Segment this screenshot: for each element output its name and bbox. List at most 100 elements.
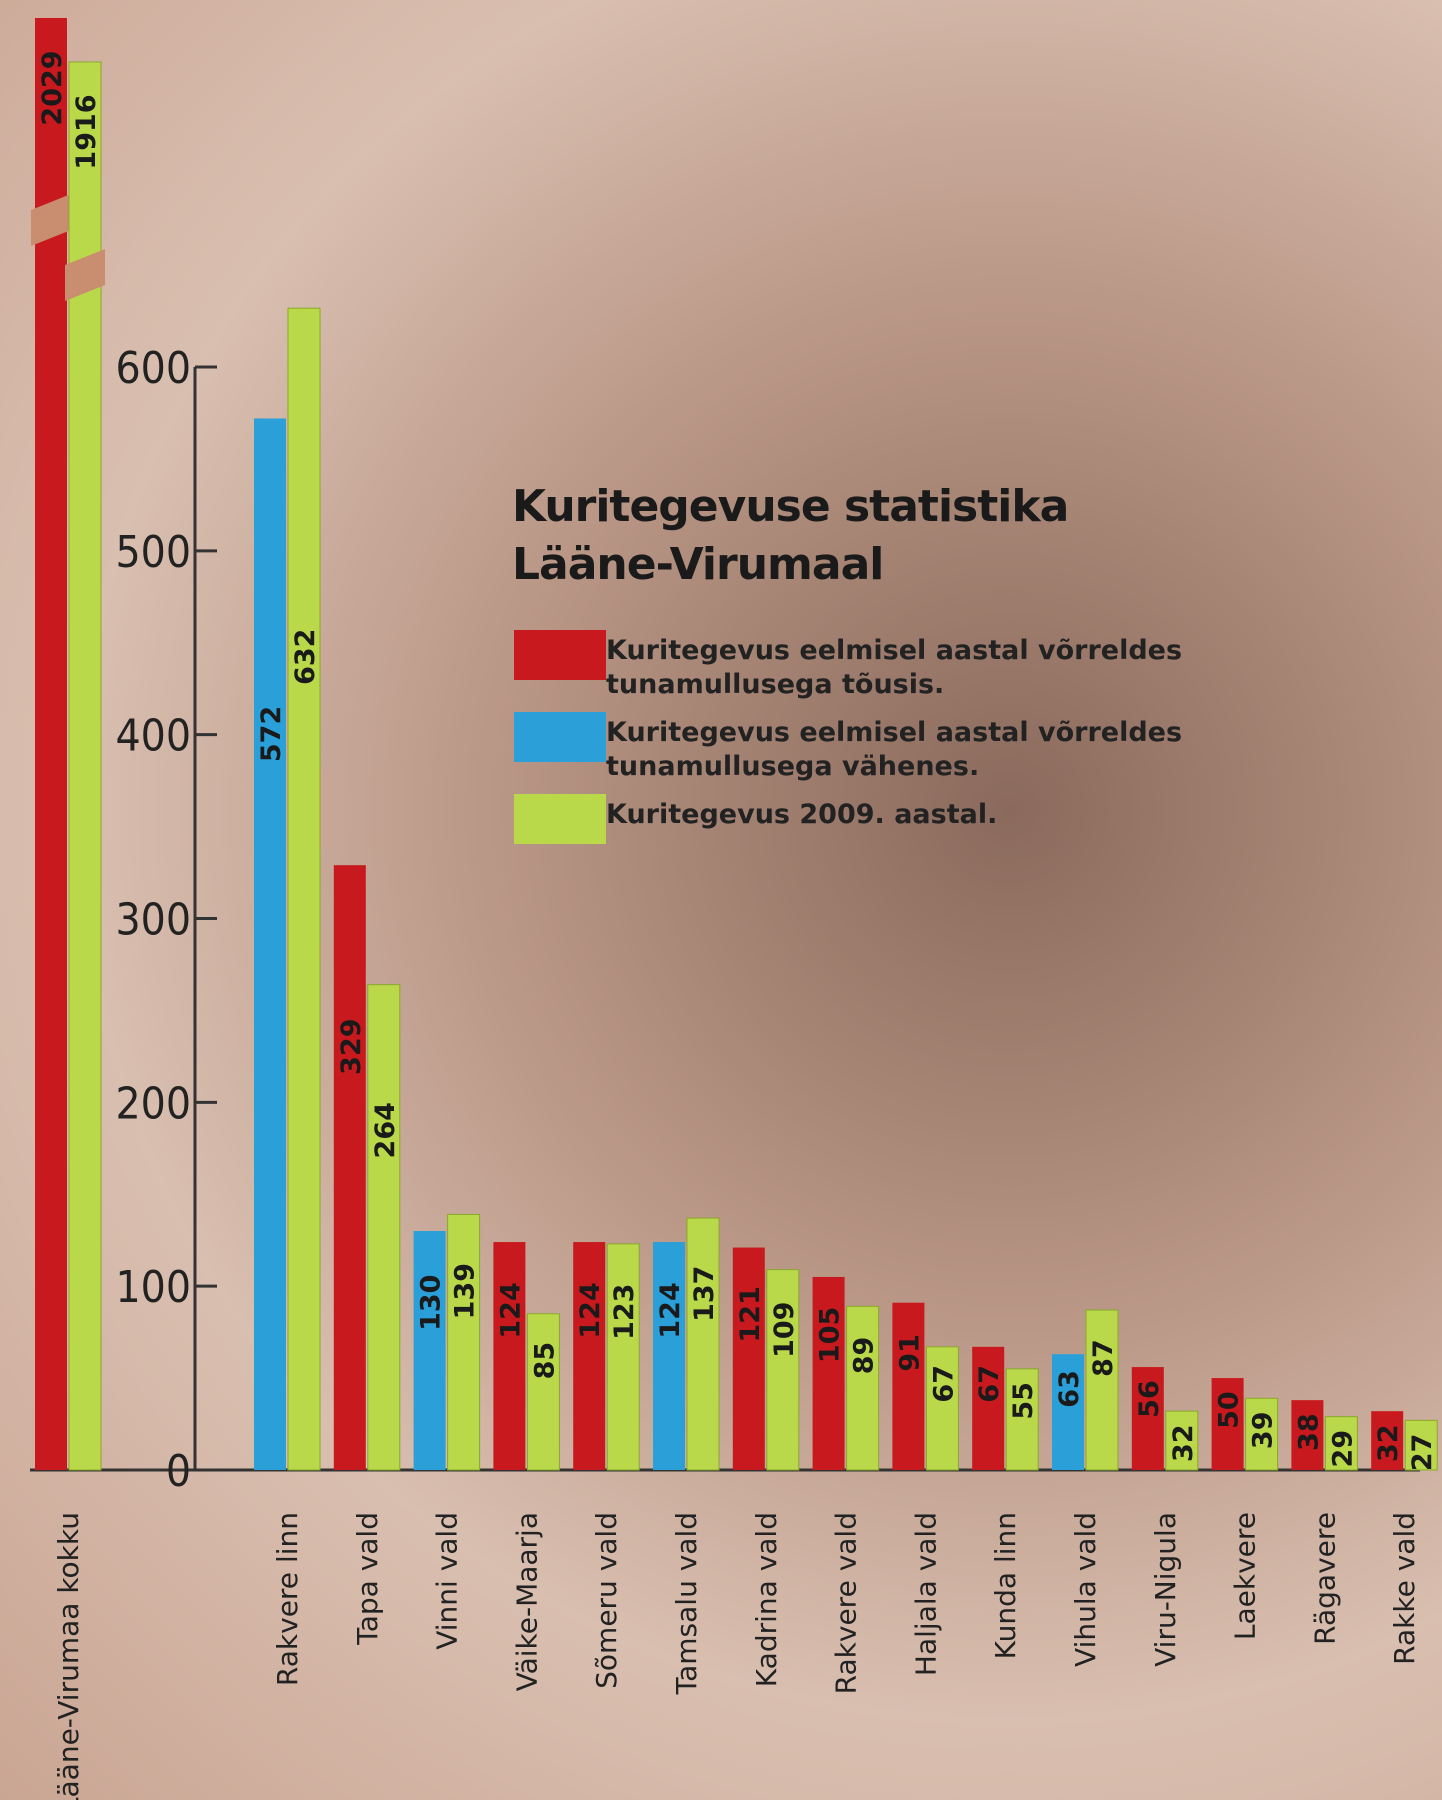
value-label: 91: [894, 1334, 925, 1372]
bar: [812, 1276, 845, 1470]
value-label: 124: [655, 1282, 686, 1338]
legend-label: Kuritegevus eelmisel aastal võrreldes tu…: [606, 635, 1183, 700]
y-tick-label: 100: [115, 1262, 191, 1313]
bar: [367, 984, 401, 1471]
bar: [1085, 1309, 1119, 1471]
bar: [333, 865, 366, 1470]
value-label: 264: [370, 1102, 401, 1158]
legend-label: Kuritegevus 2009. aastal.: [606, 799, 998, 830]
x-tick-label: Vinni vald: [431, 1512, 464, 1650]
value-label: 39: [1248, 1412, 1279, 1450]
value-label: 137: [689, 1266, 720, 1322]
value-label: 27: [1407, 1434, 1438, 1472]
value-label: 29: [1327, 1430, 1358, 1468]
title-line: Lääne-Virumaal: [512, 539, 884, 590]
value-label: 123: [609, 1284, 640, 1340]
bar: [686, 1217, 720, 1471]
value-label: 55: [1008, 1382, 1039, 1420]
x-tick-label: Väike-Maarja: [510, 1512, 543, 1691]
bar: [254, 418, 286, 1470]
bar: [972, 1346, 1005, 1470]
x-tick-label: Rägavere: [1308, 1512, 1341, 1645]
y-tick-label: 300: [115, 895, 191, 946]
value-label: 63: [1054, 1370, 1085, 1408]
value-label: 50: [1214, 1391, 1245, 1429]
bar: [287, 307, 321, 1471]
bar: [766, 1269, 800, 1471]
value-label: 56: [1134, 1380, 1165, 1418]
value-label: 89: [849, 1337, 880, 1375]
value-label: 1916: [71, 94, 102, 169]
legend-swatch: [514, 712, 606, 762]
bar: [447, 1213, 481, 1471]
value-label: 85: [529, 1342, 560, 1380]
chart-title: Kuritegevuse statistika Lääne-Virumaal: [512, 478, 1069, 594]
value-label: 32: [1373, 1424, 1404, 1462]
legend-item: Kuritegevus eelmisel aastal võrreldes tu…: [514, 630, 1334, 702]
value-label: 87: [1088, 1339, 1119, 1377]
title-line: Kuritegevuse statistika: [512, 481, 1069, 532]
x-tick-label: Vihula vald: [1069, 1512, 1102, 1667]
value-label: 124: [575, 1282, 606, 1338]
value-label: 32: [1168, 1424, 1199, 1462]
bar: [1052, 1354, 1084, 1470]
y-tick-label: 600: [115, 343, 191, 394]
x-tick-label: Rakvere linn: [271, 1512, 304, 1686]
y-tick-label: 0: [166, 1446, 191, 1497]
bar: [1005, 1368, 1039, 1471]
bar: [925, 1346, 959, 1471]
x-tick-label: Laekvere: [1229, 1512, 1262, 1640]
value-label: 38: [1293, 1413, 1324, 1451]
bar: [653, 1242, 685, 1470]
bar: [526, 1313, 560, 1471]
bar: [892, 1302, 925, 1470]
bar: [35, 18, 67, 1470]
x-tick-label: Sõmeru vald: [590, 1512, 623, 1689]
bar: [413, 1231, 446, 1470]
value-label: 329: [336, 1018, 367, 1074]
bar: [1165, 1410, 1199, 1471]
x-tick-label: Kadrina vald: [750, 1512, 783, 1687]
value-label: 632: [290, 629, 321, 685]
value-label: 67: [928, 1365, 959, 1403]
axis-break: [65, 249, 105, 301]
value-label: 67: [974, 1365, 1005, 1403]
bar: [1245, 1397, 1279, 1471]
x-tick-label: Tamsalu vald: [670, 1512, 703, 1695]
value-label: 2029: [37, 50, 68, 125]
legend-swatch: [514, 794, 606, 844]
value-label: 572: [256, 706, 287, 762]
bar: [1404, 1419, 1438, 1471]
x-tick-label: Kunda linn: [989, 1512, 1022, 1659]
bar: [732, 1247, 765, 1470]
legend: Kuritegevus eelmisel aastal võrreldes tu…: [514, 630, 1334, 846]
bar: [1131, 1367, 1164, 1470]
bar: [493, 1242, 526, 1470]
bar: [846, 1305, 880, 1471]
x-tick-label: Viru-Nigula: [1149, 1512, 1182, 1667]
value-label: 139: [450, 1263, 481, 1319]
y-tick-label: 200: [115, 1078, 191, 1129]
x-tick-label: Haljala vald: [909, 1512, 942, 1676]
value-label: 105: [815, 1307, 846, 1363]
y-tick-label: 400: [115, 711, 191, 762]
bar: [606, 1243, 640, 1471]
bar: [1211, 1378, 1244, 1470]
x-tick-label: Tapa vald: [351, 1512, 384, 1646]
legend-swatch: [514, 630, 606, 680]
axis-break: [31, 194, 71, 246]
bar: [573, 1242, 606, 1470]
legend-label: Kuritegevus eelmisel aastal võrreldes tu…: [606, 717, 1183, 782]
legend-item: Kuritegevus eelmisel aastal võrreldes tu…: [514, 712, 1334, 784]
value-label: 124: [495, 1282, 526, 1338]
x-tick-label: Rakke vald: [1388, 1512, 1421, 1665]
value-label: 130: [416, 1275, 447, 1331]
value-label: 109: [769, 1302, 800, 1358]
value-label: 121: [735, 1286, 766, 1342]
bar: [1291, 1400, 1324, 1470]
bar: [1371, 1411, 1404, 1470]
y-tick-label: 500: [115, 527, 191, 578]
x-tick-label: Lääne-Virumaa kokku: [52, 1512, 85, 1800]
